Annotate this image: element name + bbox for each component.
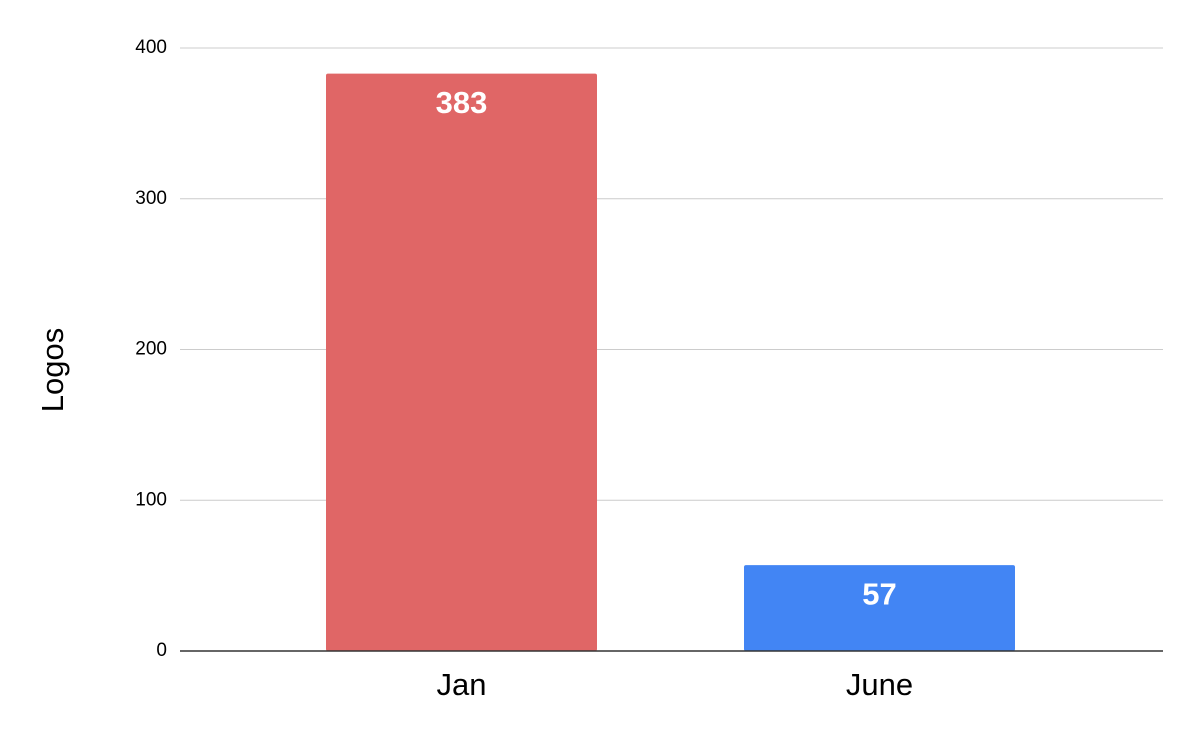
y-axis-title: Logos	[35, 328, 70, 412]
y-tick-label: 0	[156, 640, 167, 661]
y-tick-label: 100	[135, 489, 167, 510]
x-tick-label: Jan	[437, 667, 487, 702]
y-tick-label: 200	[135, 339, 167, 360]
y-tick-label: 300	[135, 188, 167, 209]
bar	[744, 565, 1015, 651]
data-label: 383	[436, 85, 488, 120]
y-tick-label: 400	[135, 37, 167, 58]
data-label: 57	[862, 576, 896, 611]
x-tick-label: June	[846, 667, 913, 702]
bar	[326, 73, 597, 651]
